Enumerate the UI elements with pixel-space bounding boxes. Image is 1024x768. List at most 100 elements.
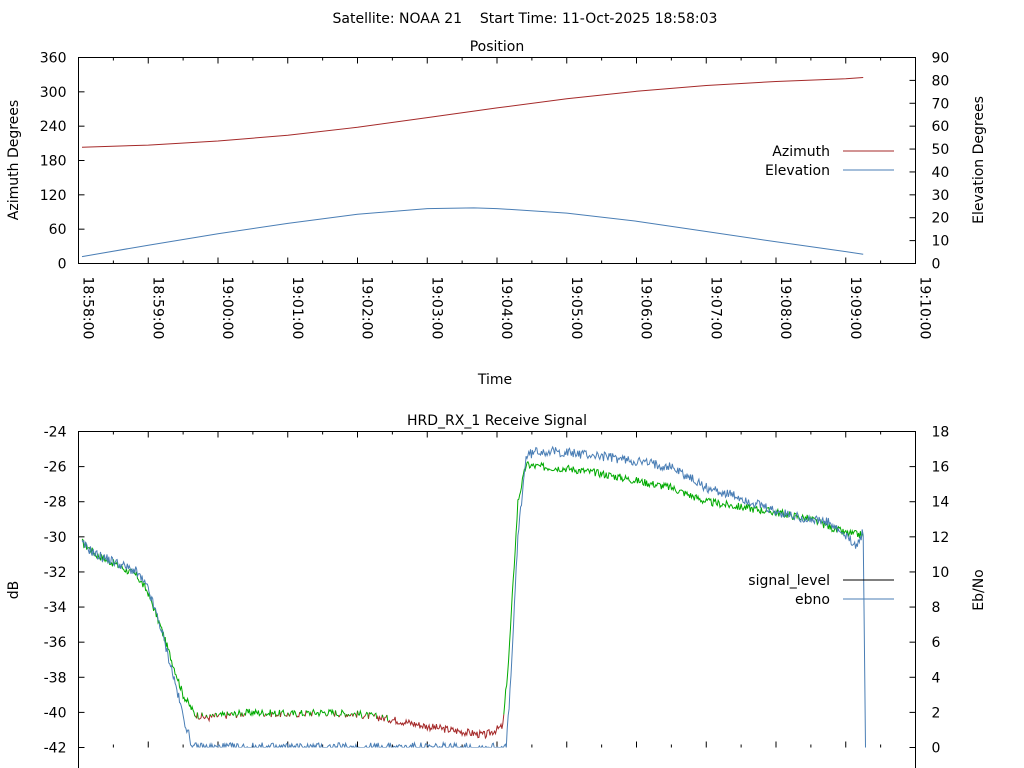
series-line-signal-level	[374, 712, 378, 719]
series-line-ebno	[81, 445, 866, 748]
series-line-signal-level	[236, 708, 242, 717]
series-line-signal-level	[357, 709, 363, 719]
elevation-tick-label: 80	[932, 73, 950, 89]
time-axis: 18:58:00 18:59:00 19:00:00 19:01:00 19:02:00…	[78, 57, 933, 340]
ebno-tick-label: 2	[932, 705, 941, 721]
db-axis: -42 -40 -38 -36 -34 -32 -30 -28 -26 -24	[44, 425, 85, 757]
db-tick-label: -28	[44, 495, 67, 511]
series-line-signal-level	[350, 713, 354, 717]
series-line-signal-level	[265, 709, 272, 718]
elevation-tick-label: 0	[932, 257, 941, 273]
series-line-signal-level	[284, 715, 287, 717]
series-line-signal-level	[202, 714, 207, 720]
series-line-signal-level	[503, 460, 864, 715]
azimuth-axis-label: Azimuth Degrees	[6, 100, 22, 220]
azimuth-tick-label: 60	[49, 222, 67, 238]
db-tick-label: -38	[44, 670, 67, 686]
time-tick-label: 18:58:00	[80, 277, 96, 340]
series-line-signal-level	[235, 715, 238, 719]
series-line-signal-level	[226, 711, 231, 717]
series-line-signal-level	[353, 712, 358, 718]
legend-label-elevation: Elevation	[765, 163, 830, 179]
series-line-signal-level	[241, 712, 244, 717]
azimuth-tick-label: 180	[40, 154, 67, 170]
series-line-signal-level	[263, 713, 267, 717]
elevation-tick-label: 20	[932, 211, 950, 227]
azimuth-tick-label: 300	[40, 85, 67, 101]
series-line-signal-level	[305, 710, 313, 717]
time-tick-label: 18:59:00	[149, 277, 165, 340]
elevation-tick-label: 60	[932, 119, 950, 135]
db-tick-label: -30	[44, 530, 67, 546]
time-tick-label: 19:01:00	[289, 277, 305, 340]
db-tick-label: -24	[44, 425, 67, 441]
db-axis-label: dB	[6, 581, 22, 600]
series-line-signal-level	[244, 707, 265, 717]
elevation-axis-label: Elevation Degrees	[971, 96, 987, 224]
receive-signal-chart-title: HRD_RX_1 Receive Signal	[407, 413, 587, 429]
db-tick-label: -36	[44, 635, 67, 651]
series-line-signal-level	[349, 713, 352, 717]
time-tick-label: 19:06:00	[638, 277, 654, 340]
series-line-signal-level	[198, 712, 203, 720]
time-tick-label: 19:00:00	[219, 277, 235, 340]
position-chart: Position 0 60 120 180 240 300 360 0 10 20 30 40 50 6…	[6, 39, 987, 388]
azimuth-axis: 0 60 120 180 240 300 360	[40, 51, 85, 273]
series-line-signal-level	[296, 712, 301, 718]
series-line-signal-level	[206, 714, 211, 723]
db-tick-label: -42	[44, 741, 67, 757]
series-line-signal-level	[229, 712, 232, 717]
series-line-azimuth	[81, 77, 864, 148]
elevation-tick-label: 10	[932, 234, 950, 250]
series-line-signal-level	[376, 714, 383, 722]
series-line-signal-level	[278, 709, 281, 718]
elevation-tick-label: 40	[932, 165, 950, 181]
series-line-signal-level	[326, 708, 336, 717]
series-line-signal-level	[242, 713, 246, 717]
ebno-tick-label: 6	[932, 635, 941, 651]
series-line-signal-level	[205, 714, 208, 718]
elevation-tick-label: 70	[932, 96, 950, 112]
signal-legend: signal_level ebno	[748, 573, 894, 608]
series-line-signal-level	[213, 712, 216, 718]
azimuth-tick-label: 240	[40, 119, 67, 135]
ebno-axis: 0 2 4 6 8 10 12 14 16 18	[909, 425, 950, 757]
series-line-signal-level	[304, 710, 307, 717]
series-line-signal-level	[387, 714, 505, 740]
series-line-signal-level	[279, 712, 282, 718]
series-line-signal-level	[201, 712, 204, 717]
ebno-tick-label: 12	[932, 530, 950, 546]
series-line-signal-level	[289, 713, 291, 717]
ebno-axis-label: Eb/No	[971, 569, 987, 611]
elevation-tick-label: 30	[932, 188, 950, 204]
series-line-signal-level	[365, 711, 369, 719]
series-line-signal-level	[381, 714, 384, 718]
elevation-axis: 0 10 20 30 40 50 60 70 80 90	[909, 51, 950, 273]
ebno-tick-label: 10	[932, 565, 950, 581]
series-line-signal-level	[81, 538, 196, 717]
receive-signal-chart: HRD_RX_1 Receive Signal -42-40-38-36-34-…	[6, 413, 987, 768]
azimuth-tick-label: 0	[58, 257, 67, 273]
series-line-signal-level	[218, 710, 226, 718]
series-line-signal-level	[311, 711, 313, 717]
series-line-signal-level	[368, 712, 370, 719]
position-legend: Azimuth Elevation	[765, 144, 894, 179]
elevation-tick-label: 50	[932, 142, 950, 158]
series-line-signal-level	[368, 712, 375, 717]
series-line-signal-level	[340, 708, 347, 718]
time-axis-label: Time	[477, 372, 512, 388]
db-tick-label: -26	[44, 460, 67, 476]
series-line-signal-level	[280, 709, 286, 717]
series-line-signal-level	[382, 714, 388, 722]
series-line-elevation	[81, 207, 864, 258]
ebno-tick-label: 0	[932, 741, 941, 757]
series-line-signal-level	[290, 709, 298, 718]
time-tick-label: 19:02:00	[359, 277, 375, 340]
elevation-tick-label: 90	[932, 51, 950, 67]
time-tick-label: 19:05:00	[568, 277, 584, 340]
time-tick-label: 19:09:00	[847, 277, 863, 340]
azimuth-tick-label: 360	[40, 51, 67, 67]
series-line-signal-level	[210, 713, 214, 719]
db-tick-label: -32	[44, 565, 67, 581]
